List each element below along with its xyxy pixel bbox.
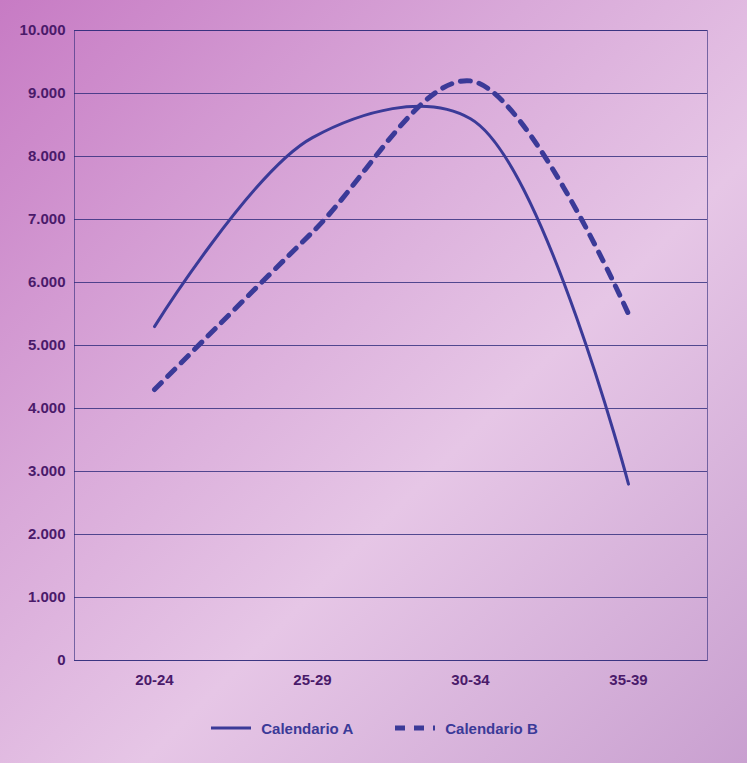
svg-text:7.000: 7.000 <box>28 210 66 227</box>
svg-text:20-24: 20-24 <box>135 671 174 688</box>
html-text:Calendario B: Calendario B <box>445 719 538 737</box>
html-text:Calendario A: Calendario A <box>261 719 354 737</box>
svg-text:1.000: 1.000 <box>28 588 66 605</box>
svg-text:6.000: 6.000 <box>28 273 66 290</box>
svg-text:3.000: 3.000 <box>28 462 66 479</box>
svg-text:25-29: 25-29 <box>293 671 331 688</box>
svg-text:30-34: 30-34 <box>451 671 490 688</box>
svg-text:2.000: 2.000 <box>28 525 66 542</box>
svg-text:35-39: 35-39 <box>609 671 647 688</box>
svg-text:8.000: 8.000 <box>28 147 66 164</box>
svg-text:4.000: 4.000 <box>28 399 66 416</box>
svg-text:5.000: 5.000 <box>28 336 66 353</box>
svg-text:9.000: 9.000 <box>28 84 66 101</box>
svg-text:0: 0 <box>57 651 65 668</box>
svg-text:10.000: 10.000 <box>20 21 66 38</box>
